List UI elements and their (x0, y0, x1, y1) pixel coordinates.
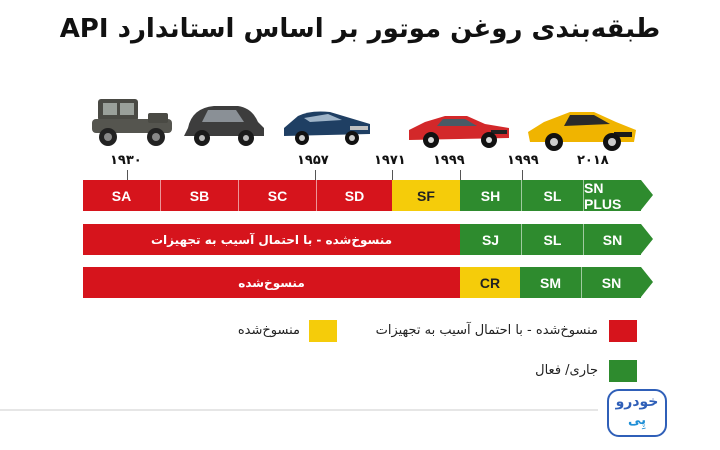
year-tick (522, 170, 523, 180)
api-grade-sc: SC (239, 180, 317, 211)
api-grade-sl: SL (522, 180, 584, 211)
api-grade-cr: CR (460, 267, 520, 298)
api-grade-sb: SB (161, 180, 239, 211)
api-timeline-row-3: منسوخ‌شده CR SM SN (83, 267, 653, 298)
khodro-pay-logo: خودرو پِی (607, 389, 667, 437)
obsolete-span: منسوخ‌شده (83, 267, 460, 298)
muscle-car-blue-icon (284, 111, 370, 145)
api-grade-sn-plus: SN PLUS (584, 180, 641, 212)
api-grade-sn: SN (582, 267, 641, 298)
legend-swatch-current (609, 360, 637, 382)
timeline-arrow-head (641, 180, 653, 210)
legend-swatch-obsolete-risk (609, 320, 637, 342)
api-grade-sl: SL (522, 224, 584, 255)
year-tick (460, 170, 461, 180)
year-tick (315, 170, 316, 180)
footer-divider (0, 409, 598, 411)
year-label: ۱۹۹۹ (433, 153, 465, 168)
api-grade-sh: SH (460, 180, 522, 211)
page-title: طبقه‌بندی روغن موتور بر اساس استاندارد A… (59, 14, 661, 44)
year-tick (392, 170, 393, 180)
api-grade-sj: SJ (460, 224, 522, 255)
api-timeline-row-1: SA SB SC SD SF SH SL SN PLUS (83, 180, 653, 212)
logo-line-2: پِی (627, 413, 647, 428)
timeline-arrow-head (641, 267, 653, 297)
api-grade-sf: SF (392, 180, 460, 211)
year-label: ۱۹۵۷ (297, 153, 329, 168)
legend-label-obsolete: منسوخ‌شده (237, 323, 300, 338)
year-label: ۱۹۹۹ (507, 153, 539, 168)
year-label: ۱۹۳۰ (110, 153, 142, 168)
obsolete-risk-span: منسوخ‌شده - با احتمال آسیب به تجهیزات (83, 224, 460, 255)
api-timeline-row-2: منسوخ‌شده - با احتمال آسیب به تجهیزات SJ… (83, 224, 653, 255)
api-grade-sa: SA (83, 180, 161, 211)
logo-line-1: خودرو (615, 394, 659, 410)
sports-car-red-icon (409, 116, 509, 148)
api-grade-sm: SM (520, 267, 582, 298)
legend-label-obsolete-risk: منسوخ‌شده - با احتمال آسیب به تجهیزات (375, 323, 598, 338)
legend-label-current: جاری/ فعال (535, 363, 598, 378)
year-label: ۱۹۷۱ (374, 153, 406, 168)
vintage-car-icon (92, 99, 172, 146)
api-grade-sd: SD (317, 180, 392, 211)
timeline-arrow-head (641, 224, 653, 254)
classic-sedan-icon (184, 106, 264, 146)
year-tick (127, 170, 128, 180)
year-label: ۲۰۱۸ (577, 153, 609, 168)
sports-car-yellow-icon (528, 112, 636, 151)
api-grade-sn: SN (584, 224, 641, 255)
legend-swatch-obsolete (309, 320, 337, 342)
